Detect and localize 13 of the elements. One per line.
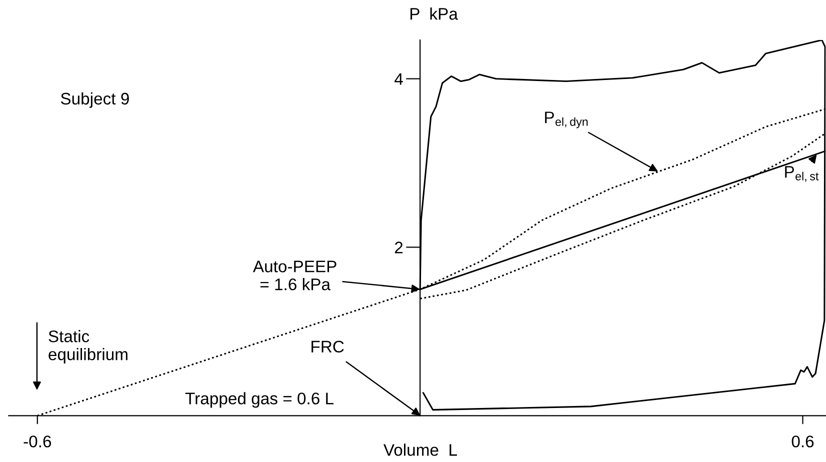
y-tick-label: 4 bbox=[394, 73, 403, 85]
annotation: P$_{el,dyn}$ bbox=[545, 112, 588, 128]
x-tick-label: 0.6 bbox=[792, 436, 814, 448]
x-axis-title: Volume L bbox=[383, 444, 457, 456]
annotation: Static equilibrium bbox=[48, 330, 128, 364]
y-tick-label: 2 bbox=[394, 242, 403, 254]
annotation: P$_{el,st}$ bbox=[785, 166, 819, 182]
annotation: Trapped gas = 0.6 L bbox=[185, 392, 334, 408]
x-tick-label: -0.6 bbox=[24, 436, 52, 448]
annotation: FRC bbox=[312, 340, 344, 353]
annotation: Auto-PEEP = 1.6 kPa bbox=[252, 260, 336, 290]
y-axis-title: P kPa bbox=[410, 8, 458, 20]
annotation: Subject 9 bbox=[60, 92, 129, 108]
